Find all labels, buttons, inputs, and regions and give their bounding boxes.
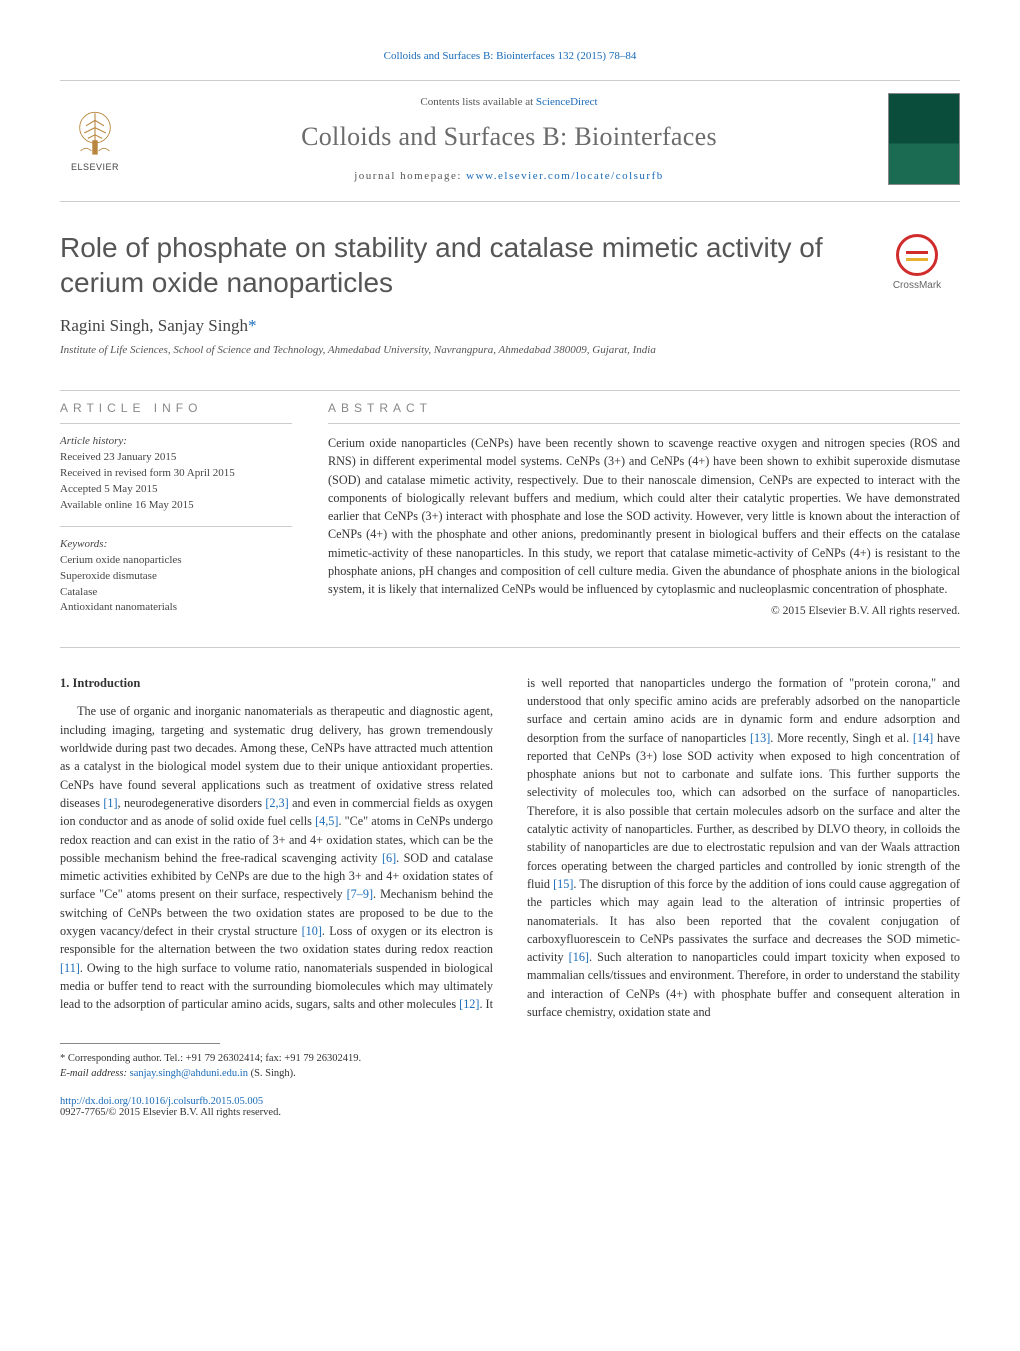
citation-link[interactable]: [4,5] — [315, 814, 338, 828]
citation-link[interactable]: [13] — [750, 731, 770, 745]
corr-author-contact: * Corresponding author. Tel.: +91 79 263… — [60, 1052, 960, 1067]
crossmark-icon — [896, 234, 938, 276]
keyword: Cerium oxide nanoparticles — [60, 553, 292, 569]
corresponding-marker: * — [248, 316, 257, 335]
journal-name: Colloids and Surfaces B: Biointerfaces — [148, 122, 870, 152]
citation-link[interactable]: [14] — [913, 731, 933, 745]
citation-link[interactable]: [1] — [103, 796, 117, 810]
author-names: Ragini Singh, Sanjay Singh — [60, 316, 248, 335]
top-citation[interactable]: Colloids and Surfaces B: Biointerfaces 1… — [60, 50, 960, 62]
keyword: Superoxide dismutase — [60, 569, 292, 585]
body-text: . More recently, Singh et al. — [770, 731, 913, 745]
keyword: Antioxidant nanomaterials — [60, 600, 292, 616]
crossmark-badge[interactable]: CrossMark — [874, 230, 960, 291]
received-date: Received 23 January 2015 — [60, 450, 292, 466]
body-text: buffer tend to react with the surroundin… — [60, 979, 493, 1011]
abstract-heading: abstract — [328, 391, 960, 424]
article-history: Article history: Received 23 January 201… — [60, 434, 292, 514]
doi-link[interactable]: http://dx.doi.org/10.1016/j.colsurfb.201… — [60, 1096, 263, 1107]
section-heading: 1. Introduction — [60, 674, 493, 693]
revised-date: Received in revised form 30 April 2015 — [60, 466, 292, 482]
elsevier-tree-icon — [68, 106, 122, 160]
corresponding-footnote: * Corresponding author. Tel.: +91 79 263… — [60, 1052, 960, 1081]
email-suffix: (S. Singh). — [248, 1068, 296, 1079]
author-list: Ragini Singh, Sanjay Singh* — [60, 316, 960, 336]
keywords-label: Keywords: — [60, 537, 292, 553]
keyword: Catalase — [60, 585, 292, 601]
affiliation: Institute of Life Sciences, School of Sc… — [60, 344, 960, 356]
abstract-copyright: © 2015 Elsevier B.V. All rights reserved… — [328, 605, 960, 617]
corr-email-link[interactable]: sanjay.singh@ahduni.edu.in — [130, 1068, 248, 1079]
online-date: Available online 16 May 2015 — [60, 498, 292, 514]
email-label: E-mail address: — [60, 1068, 130, 1079]
body-text: The use of organic and inorganic nanomat… — [60, 704, 493, 809]
body-text: , neurodegenerative disorders — [118, 796, 266, 810]
body-text: . Such alteration to nanoparticles could… — [527, 950, 960, 1019]
publisher-name: ELSEVIER — [71, 162, 119, 172]
citation-link[interactable]: [16] — [569, 950, 589, 964]
article-title: Role of phosphate on stability and catal… — [60, 230, 856, 300]
contents-prefix: Contents lists available at — [420, 96, 535, 108]
citation-link[interactable]: [6] — [382, 851, 396, 865]
citation-link[interactable]: [15] — [553, 877, 573, 891]
homepage-prefix: journal homepage: — [354, 170, 466, 182]
abstract-text: Cerium oxide nanoparticles (CeNPs) have … — [328, 434, 960, 599]
issn-copyright: 0927-7765/© 2015 Elsevier B.V. All right… — [60, 1107, 960, 1118]
citation-link[interactable]: [12] — [459, 997, 479, 1011]
journal-homepage: journal homepage: www.elsevier.com/locat… — [148, 170, 870, 182]
sciencedirect-link[interactable]: ScienceDirect — [536, 96, 598, 108]
journal-header: ELSEVIER Contents lists available at Sci… — [60, 80, 960, 195]
citation-link[interactable]: [2,3] — [265, 796, 288, 810]
accepted-date: Accepted 5 May 2015 — [60, 482, 292, 498]
history-label: Article history: — [60, 434, 292, 450]
journal-cover-thumbnail — [888, 93, 960, 185]
citation-link[interactable]: [7–9] — [347, 887, 373, 901]
citation-link[interactable]: [10] — [302, 924, 322, 938]
article-info-heading: article info — [60, 391, 292, 424]
citation-link[interactable]: [11] — [60, 961, 80, 975]
homepage-link[interactable]: www.elsevier.com/locate/colsurfb — [466, 170, 664, 182]
doi-block: http://dx.doi.org/10.1016/j.colsurfb.201… — [60, 1096, 960, 1118]
elsevier-logo: ELSEVIER — [60, 100, 130, 178]
body-columns: 1. Introduction The use of organic and i… — [60, 674, 960, 1022]
crossmark-label: CrossMark — [893, 280, 941, 291]
body-text: have reported that CeNPs (3+) lose SOD a… — [527, 731, 960, 891]
keywords-block: Keywords: Cerium oxide nanoparticles Sup… — [60, 537, 292, 617]
contents-available: Contents lists available at ScienceDirec… — [148, 96, 870, 108]
